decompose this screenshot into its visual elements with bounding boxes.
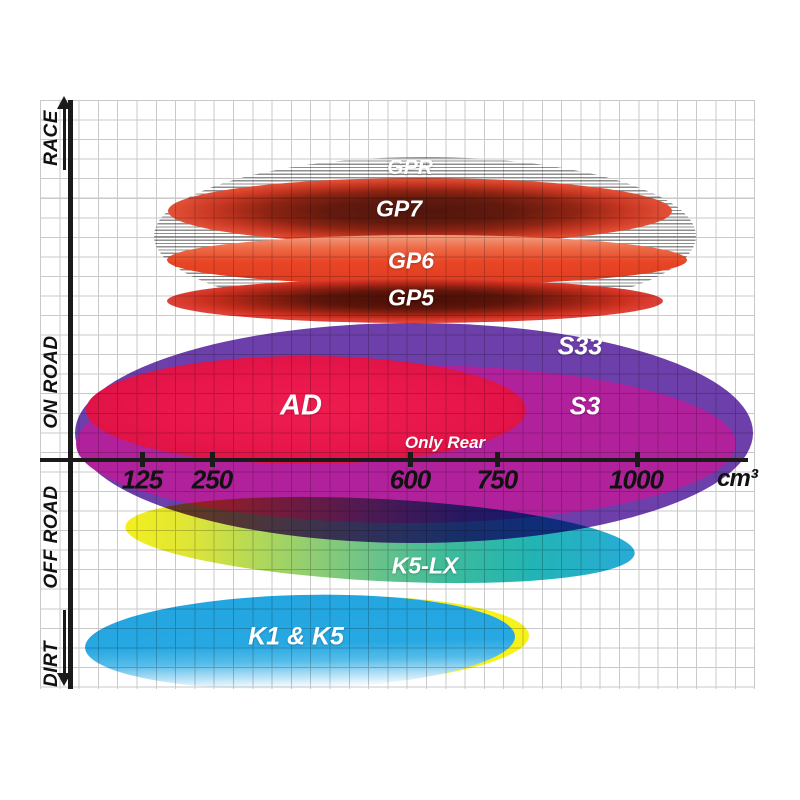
- race-arrow-up-icon: [56, 96, 71, 109]
- y-category-on-road: ON ROAD: [41, 335, 62, 429]
- series-label-gp7: GP7: [375, 195, 423, 222]
- series-label-ad: AD: [280, 389, 322, 422]
- x-tick-label-750: 750: [476, 464, 518, 495]
- x-tick-label-125: 125: [121, 464, 163, 495]
- x-axis-unit-cm3: cm³: [717, 465, 758, 492]
- x-axis-line: [40, 457, 748, 462]
- series-label-gp6: GP6: [387, 247, 435, 274]
- y-category-race: RACE: [41, 110, 62, 166]
- y-category-dirt: DIRT: [41, 641, 62, 687]
- y-category-off-road: OFF ROAD: [41, 485, 62, 589]
- x-tick-label-600: 600: [389, 464, 431, 495]
- series-label-gpr: GPR: [387, 156, 433, 179]
- series-label-k5lx: K5-LX: [391, 552, 459, 579]
- series-label-k1k5: K1 & K5: [248, 622, 344, 651]
- only-rear-note: Only Rear: [404, 433, 486, 452]
- x-tick-label-1000: 1000: [609, 464, 664, 495]
- series-label-s33: S33: [557, 332, 603, 361]
- y-axis-line: [68, 100, 73, 689]
- x-tick-label-250: 250: [191, 464, 233, 495]
- series-label-gp5: GP5: [387, 284, 435, 311]
- series-label-s3: S3: [569, 392, 601, 421]
